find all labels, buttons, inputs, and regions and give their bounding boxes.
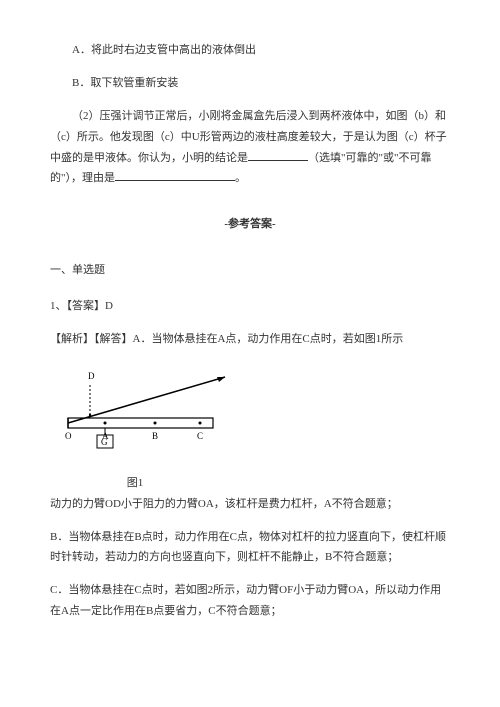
analysis: 【解析】【解答】A．当物体悬挂在A点，动力作用在C点时，若如图1所示 [50,329,450,350]
answer-header-text: -参考答案- [224,218,275,230]
section-1-title: 一、单选题 [50,260,450,281]
figure-1-caption-text: 图1 [127,477,144,489]
blank-1 [248,150,308,161]
option-a-text: A．将此时右边支管中高出的液体倒出 [72,44,256,56]
explanation-a: 动力的力臂OD小于阻力的力臂OA，该杠杆是费力杠杆，A不符合题意； [50,494,450,515]
explanation-a-text: 动力的力臂OD小于阻力的力臂OA，该杠杆是费力杠杆，A不符合题意； [50,498,398,510]
lever-diagram-icon: D O A B C G [60,365,230,450]
answer-header: -参考答案- [50,214,450,235]
figure-1-caption: 图1 [60,473,210,494]
svg-text:C: C [197,431,203,441]
analysis-text: 【解析】【解答】A．当物体悬挂在A点，动力作用在C点时，若如图1所示 [50,333,403,345]
question-2: （2）压强计调节正常后，小刚将金属盒先后浸入到两杯液体中，如图（b）和（c）所示… [50,106,450,190]
answer-1-text: 1、【答案】D [50,300,113,312]
option-a: A．将此时右边支管中高出的液体倒出 [50,40,450,61]
explanation-c-text: C．当物体悬挂在C点时，若如图2所示，动力臂OF小于动力臂OA，所以动力作用在A… [50,584,441,617]
section-1-text: 一、单选题 [50,264,105,276]
option-b: B．取下软管重新安装 [50,73,450,94]
explanation-b: B．当物体悬挂在B点时，动力作用在C点，物体对杠杆的拉力竖直向下，使杠杆顺时针转… [50,527,450,569]
question-2-end: 。 [235,172,246,184]
option-b-text: B．取下软管重新安装 [72,77,178,89]
svg-text:D: D [88,371,95,381]
explanation-c: C．当物体悬挂在C点时，若如图2所示，动力臂OF小于动力臂OA，所以动力作用在A… [50,580,450,622]
blank-2 [115,170,235,181]
svg-text:O: O [65,431,72,441]
answer-1: 1、【答案】D [50,296,450,317]
svg-text:G: G [101,437,108,447]
svg-text:B: B [152,431,158,441]
figure-1: D O A B C G [60,365,450,458]
explanation-b-text: B．当物体悬挂在B点时，动力作用在C点，物体对杠杆的拉力竖直向下，使杠杆顺时针转… [50,531,446,564]
